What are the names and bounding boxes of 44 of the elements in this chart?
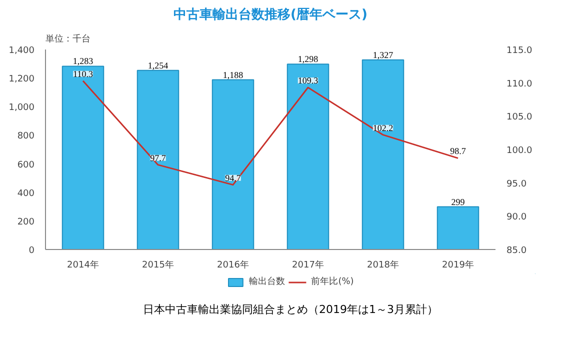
bar [362,59,404,250]
bar [436,206,480,250]
y-tick-label: 1,200 [8,74,35,85]
text: 日本中古車輸出業協同組合まとめ（2019年は1～3月累計） [143,303,438,316]
data-label: 94.7 [225,172,242,183]
y-tick-label: 1,000 [8,103,35,114]
x-tick-label: 2018年 [367,260,399,270]
data-label: 1,283 [72,56,94,66]
y-tick-label: 400 [17,188,35,199]
bar [286,64,330,250]
data-label: 110.3 [73,68,94,79]
y2-tick-label: 110.0 [506,79,533,90]
y-tick-label: 200 [17,217,35,228]
bar [212,79,254,250]
data-label: 102.2 [372,122,394,133]
y-tick-label: 600 [17,160,35,170]
legend-label: 輸出台数 [249,276,286,288]
y-tick-label: 800 [17,132,35,142]
data-label: 1,188 [222,70,244,80]
y2-tick-label: 100.0 [506,146,533,156]
data-label: 1,254 [148,60,169,70]
y2-tick-label: 105.0 [506,112,533,123]
data-label: 299 [451,196,466,207]
y2-tick-label: 115.0 [506,46,533,56]
data-label: 97.7 [150,152,166,163]
data-label: 1,298 [298,54,319,64]
x-tick-label: 2016年 [217,260,249,270]
y-tick-label: 1,400 [8,46,35,56]
x-tick-label: 2015年 [142,260,174,270]
y-tick-label: 0 [28,246,35,256]
chart-title: 中古車輸出台数推移(暦年ベース) [174,6,368,22]
data-label: 109.3 [298,76,319,86]
y-axis-title: 単位：千台 [46,34,90,44]
x-tick-label: 2017年 [292,260,324,270]
data-label: 98.7 [450,146,466,156]
y2-tick-label: 85.0 [506,246,527,256]
data-label: 1,327 [372,50,394,60]
y2-tick-label: 95.0 [506,179,527,190]
bar [62,66,104,250]
x-tick-label: 2014年 [67,260,99,270]
bar [136,70,180,250]
y2-tick-label: 90.0 [506,212,527,223]
legend-label: 前年比(%) [311,276,354,288]
x-tick-label: 2019年 [442,260,474,270]
